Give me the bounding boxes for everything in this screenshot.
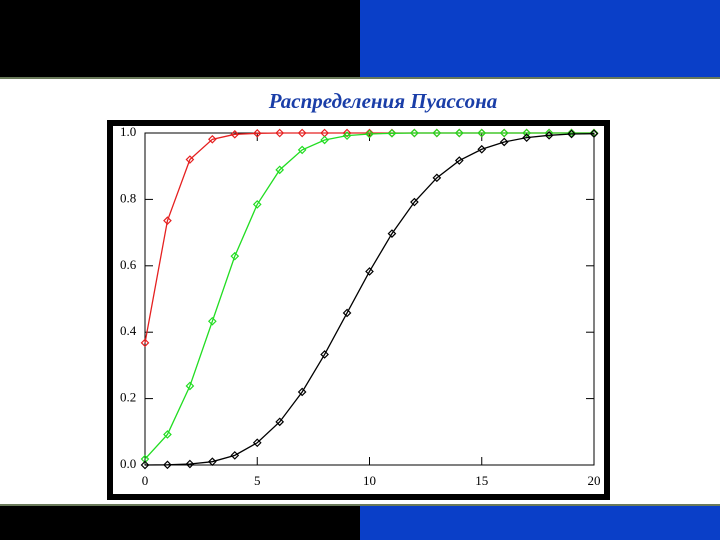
y-tick-label: 0.8 [120,190,136,205]
x-tick-label: 15 [475,473,488,488]
point-marker [454,128,464,138]
y-tick-label: 0.6 [120,257,137,272]
point-marker [365,129,374,139]
point-marker [410,128,419,138]
y-tick-label: 0.4 [120,323,137,338]
point-marker [140,454,150,464]
point-marker [185,381,195,391]
point-marker [477,128,487,138]
point-marker [432,173,442,183]
point-marker [387,229,397,238]
point-marker [297,128,307,138]
point-marker [230,251,240,261]
x-tick-label: 0 [142,473,149,488]
top-band-left [0,0,360,78]
point-marker [230,451,240,460]
chart-background [113,126,604,494]
point-marker [252,200,262,209]
point-marker [589,129,599,139]
point-marker [342,131,352,141]
point-marker [252,128,262,138]
point-marker [522,133,531,142]
point-marker [365,128,374,138]
point-marker [567,129,576,139]
point-marker [567,128,576,138]
x-tick-label: 20 [588,473,601,488]
point-marker [342,308,352,318]
y-tick-label: 1.0 [120,124,136,139]
series-line [144,132,594,460]
point-marker [252,438,262,448]
point-marker [208,316,217,326]
point-marker [275,417,285,427]
x-tick-label: 10 [363,473,376,488]
point-marker [320,350,329,359]
point-marker [410,197,419,207]
point-marker [297,145,307,155]
point-marker [140,460,150,470]
chart-title: Распределения Пуассона [268,89,497,113]
point-marker [140,338,150,348]
point-marker [544,128,554,138]
point-marker [230,129,240,139]
bottom-band-left [0,505,360,540]
point-marker [522,128,531,138]
point-marker [432,128,442,138]
point-marker [477,144,487,154]
point-marker [163,430,172,439]
point-marker [208,134,217,144]
point-marker [387,128,397,138]
point-marker [342,128,352,138]
bottom-band-right [360,505,720,540]
y-tick-label: 0.0 [120,456,136,471]
point-marker [297,387,307,397]
x-tick-label: 5 [254,473,261,488]
top-band-right [360,0,720,78]
point-marker [185,155,195,164]
point-marker [544,130,554,140]
point-marker [454,156,464,165]
point-marker [499,128,509,138]
point-marker [365,267,374,276]
point-marker [275,165,285,175]
point-marker [185,459,195,469]
point-marker [208,457,217,467]
point-marker [163,460,172,470]
y-tick-label: 0.2 [120,390,136,405]
point-marker [163,216,172,225]
series-line [144,133,595,466]
point-marker [499,137,509,147]
point-marker [275,128,285,138]
point-marker [320,135,329,145]
